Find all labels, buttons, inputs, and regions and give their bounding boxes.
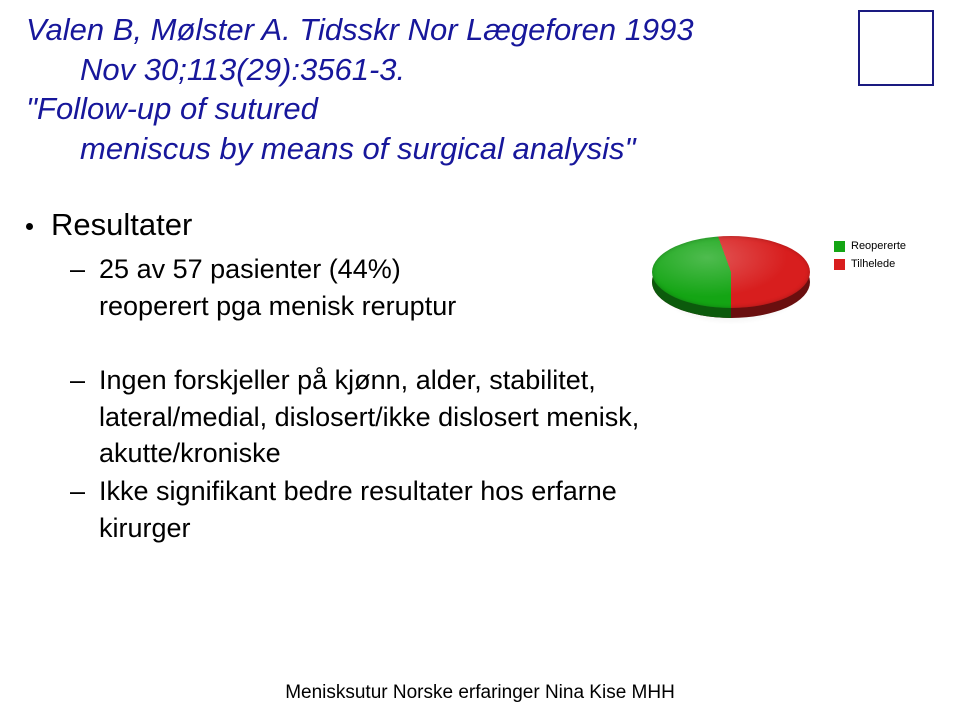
legend-label: Reopererte: [851, 240, 906, 252]
sub2-line3: akutte/kroniske: [99, 438, 281, 468]
bullet-icon: [26, 223, 33, 230]
citation-line-2: Nov 30;113(29):3561-3.: [26, 50, 746, 90]
citation-line-3: "Follow-up of sutured: [26, 89, 746, 129]
citation-line-1: Valen B, Mølster A. Tidsskr Nor Lægefore…: [26, 10, 746, 50]
sub2-line1: Ingen forskjeller på kjønn, alder, stabi…: [99, 365, 596, 395]
sub3-line2: kirurger: [99, 513, 191, 543]
pie-chart: [648, 232, 818, 318]
list-item: – Ikke signifikant bedre resultater hos …: [70, 473, 936, 546]
sub-item-1: 25 av 57 pasienter (44%) reoperert pga m…: [99, 251, 456, 324]
pie-legend: Reopererte Tilhelede: [834, 240, 906, 276]
citation-line-4: meniscus by means of surgical analysis": [26, 129, 746, 169]
legend-item: Tilhelede: [834, 258, 906, 270]
citation-title: Valen B, Mølster A. Tidsskr Nor Lægefore…: [26, 10, 746, 169]
dash-icon: –: [70, 362, 85, 398]
sub3-line1: Ikke signifikant bedre resultater hos er…: [99, 476, 617, 506]
list-item: – Ingen forskjeller på kjønn, alder, sta…: [70, 362, 936, 471]
legend-item: Reopererte: [834, 240, 906, 252]
sub-item-2: Ingen forskjeller på kjønn, alder, stabi…: [99, 362, 639, 471]
sub1-line2: reoperert pga menisk reruptur: [99, 291, 456, 321]
legend-label: Tilhelede: [851, 258, 895, 270]
sub-item-3: Ikke signifikant bedre resultater hos er…: [99, 473, 617, 546]
bullet-level1-label: Resultater: [51, 205, 192, 245]
legend-swatch-icon: [834, 241, 845, 252]
legend-swatch-icon: [834, 259, 845, 270]
sub1-line1: 25 av 57 pasienter (44%): [99, 254, 401, 284]
dash-icon: –: [70, 473, 85, 509]
dash-icon: –: [70, 251, 85, 287]
pie-top: [652, 236, 810, 308]
footer-text: Menisksutur Norske erfaringer Nina Kise …: [0, 682, 960, 704]
corner-box: [858, 10, 934, 86]
sub2-line2: lateral/medial, dislosert/ikke dislosert…: [99, 402, 639, 432]
